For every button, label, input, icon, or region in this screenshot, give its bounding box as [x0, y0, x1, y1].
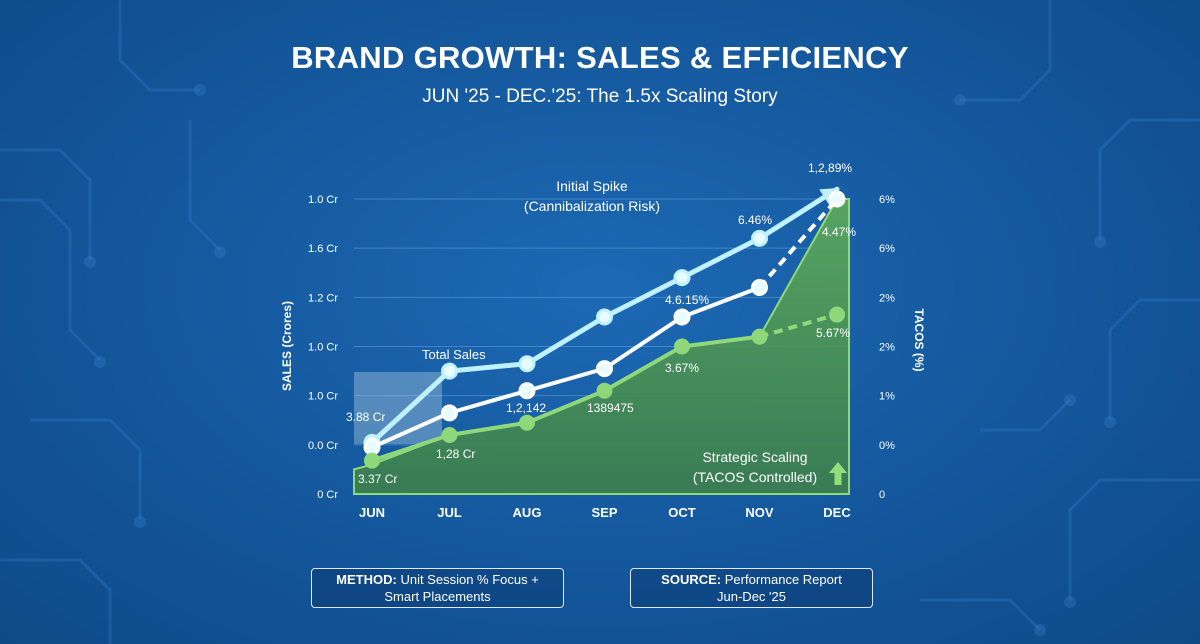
chart-subtitle: JUN '25 - DEC.'25: The 1.5x Scaling Stor…	[422, 86, 778, 107]
y-tick-label: 1.6 Cr	[308, 243, 338, 255]
initial-spike-highlight	[354, 372, 442, 444]
series-point-1-0	[363, 438, 381, 456]
y-tick-label: 1.0 Cr	[308, 194, 338, 206]
annotation-strategic-scaling-line2: (TACOS Controlled)	[693, 469, 817, 485]
point-label-nov: 6.46%	[738, 213, 772, 227]
y2-tick-label: 6%	[879, 243, 895, 255]
series-point-2-4	[674, 338, 690, 355]
y2-tick-label: 0%	[879, 440, 895, 452]
annotation-initial-spike-line1: Initial Spike	[556, 178, 628, 194]
series-point-1-1	[441, 404, 458, 422]
y2-axis-label: TACOS (%)	[912, 308, 926, 371]
legend-total-sales: Total Sales	[422, 347, 486, 362]
point-label-oct-green: 3.67%	[665, 361, 699, 375]
x-tick-label: AUG	[513, 505, 542, 520]
series-point-0-5	[751, 229, 768, 247]
x-tick-label: OCT	[668, 505, 696, 520]
point-label-dec-green: 5.67%	[816, 326, 850, 340]
point-label-aug: 1,2,142	[506, 401, 546, 415]
method-text-1: Unit Session % Focus +	[400, 572, 539, 587]
series-point-2-1	[441, 427, 458, 443]
y2-tick-label: 6%	[879, 194, 895, 206]
method-text-2: Smart Placements	[384, 589, 491, 604]
annotation-initial-spike-line2: (Cannibalization Risk)	[524, 198, 660, 214]
y2-tick-label: 2%	[879, 292, 895, 304]
y-tick-label: 0.0 Cr	[308, 440, 338, 452]
series-dashed-segment-2	[758, 312, 838, 339]
point-label-jun-green: 3.37 Cr	[358, 472, 397, 486]
series-point-0-1	[441, 362, 458, 380]
series-point-1-6	[828, 190, 846, 208]
series-point-1-4	[673, 308, 691, 326]
y-axis-label: SALES (Crores)	[280, 301, 294, 391]
x-tick-label: JUN	[359, 505, 385, 520]
series-line-1	[370, 285, 762, 450]
y-tick-label: 1.0 Cr	[308, 391, 338, 403]
source-box: SOURCE: Performance Report Jun-Dec '25	[630, 568, 873, 608]
series-line-2	[370, 334, 762, 463]
series-point-1-2	[518, 382, 536, 400]
point-label-dec-top: 1,2,89%	[808, 161, 852, 175]
point-label-jun-total: 3.88 Cr	[346, 410, 385, 424]
annotation-strategic-scaling-line1: Strategic Scaling	[702, 449, 807, 465]
x-tick-label: SEP	[591, 505, 617, 520]
series-point-0-3	[596, 308, 613, 326]
source-line1: SOURCE: Performance Report	[661, 571, 842, 588]
arrow-up-icon	[829, 462, 847, 485]
method-box: METHOD: Unit Session % Focus + Smart Pla…	[311, 568, 564, 608]
series-point-0-2	[518, 355, 536, 373]
series-point-0-4	[673, 269, 691, 287]
series-point-1-5	[751, 279, 768, 296]
series-point-2-5	[751, 328, 768, 345]
series-point-1-3	[596, 360, 613, 378]
x-tick-label: JUL	[437, 505, 462, 520]
method-line1: METHOD: Unit Session % Focus +	[336, 571, 539, 588]
source-text-1: Performance Report	[724, 572, 842, 587]
y-tick-label: 1.0 Cr	[308, 342, 338, 354]
series-dashed-segment-1	[757, 197, 839, 289]
source-label: SOURCE:	[661, 572, 722, 587]
x-tick-label: NOV	[745, 505, 774, 520]
chart-title: BRAND GROWTH: SALES & EFFICIENCY	[291, 40, 909, 75]
y2-tick-label: 1%	[879, 391, 895, 403]
series-point-2-2	[519, 414, 535, 431]
point-label-oct-white: 4.6.15%	[665, 293, 709, 307]
y-tick-label: 0 Cr	[317, 489, 338, 501]
series-point-2-0	[364, 452, 380, 469]
y-tick-label: 1.2 Cr	[308, 292, 338, 304]
point-label-dec-white: 4.47%	[822, 225, 856, 239]
point-label-sep: 1389475	[587, 401, 634, 415]
point-label-jul: 1,28 Cr	[436, 447, 475, 461]
x-tick-label: DEC	[823, 505, 851, 520]
series-point-2-3	[596, 382, 613, 399]
series-point-2-6	[829, 306, 845, 323]
method-label: METHOD:	[336, 572, 397, 587]
y2-tick-label: 0	[879, 489, 885, 501]
source-text-2: Jun-Dec '25	[717, 589, 786, 604]
y2-tick-label: 2%	[879, 342, 895, 354]
